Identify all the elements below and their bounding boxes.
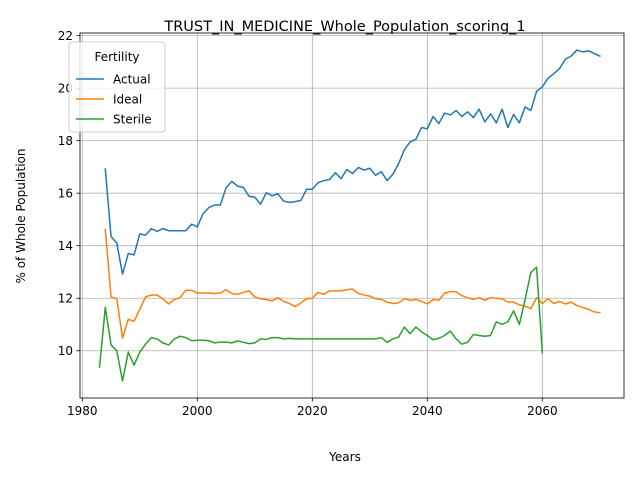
plot-area-frame [79,32,625,399]
series-line-sterile [98,266,544,382]
legend: Fertility Actual Ideal Sterile [68,41,166,133]
grid [80,33,624,398]
x-tick-label: 2060 [527,404,558,418]
y-tick-label: 22 [58,29,73,43]
x-axis: 1980 2000 2020 2040 2060 [67,398,558,418]
legend-label-ideal: Ideal [113,92,142,106]
x-tick-label: 2040 [412,404,443,418]
y-tick-label: 14 [58,239,73,253]
legend-label-actual: Actual [113,72,151,86]
y-tick-label: 18 [58,134,73,148]
x-tick-label: 2020 [297,404,328,418]
x-tick-label: 1980 [67,404,98,418]
y-tick-label: 10 [58,344,73,358]
y-tick-label: 16 [58,186,73,200]
series-line-ideal [104,228,601,339]
series-layer [98,49,601,382]
x-tick-label: 2000 [182,404,213,418]
legend-label-sterile: Sterile [113,112,152,126]
legend-items: Actual Ideal Sterile [76,72,152,126]
series-line-actual [104,49,601,275]
y-tick-label: 12 [58,292,73,306]
x-axis-label: Years [328,450,361,464]
y-axis-label: % of Whole Population [14,149,28,284]
legend-box [68,41,166,133]
legend-title: Fertility [94,50,139,64]
chart-title: TRUST_IN_MEDICINE_Whole_Population_scori… [163,19,525,35]
